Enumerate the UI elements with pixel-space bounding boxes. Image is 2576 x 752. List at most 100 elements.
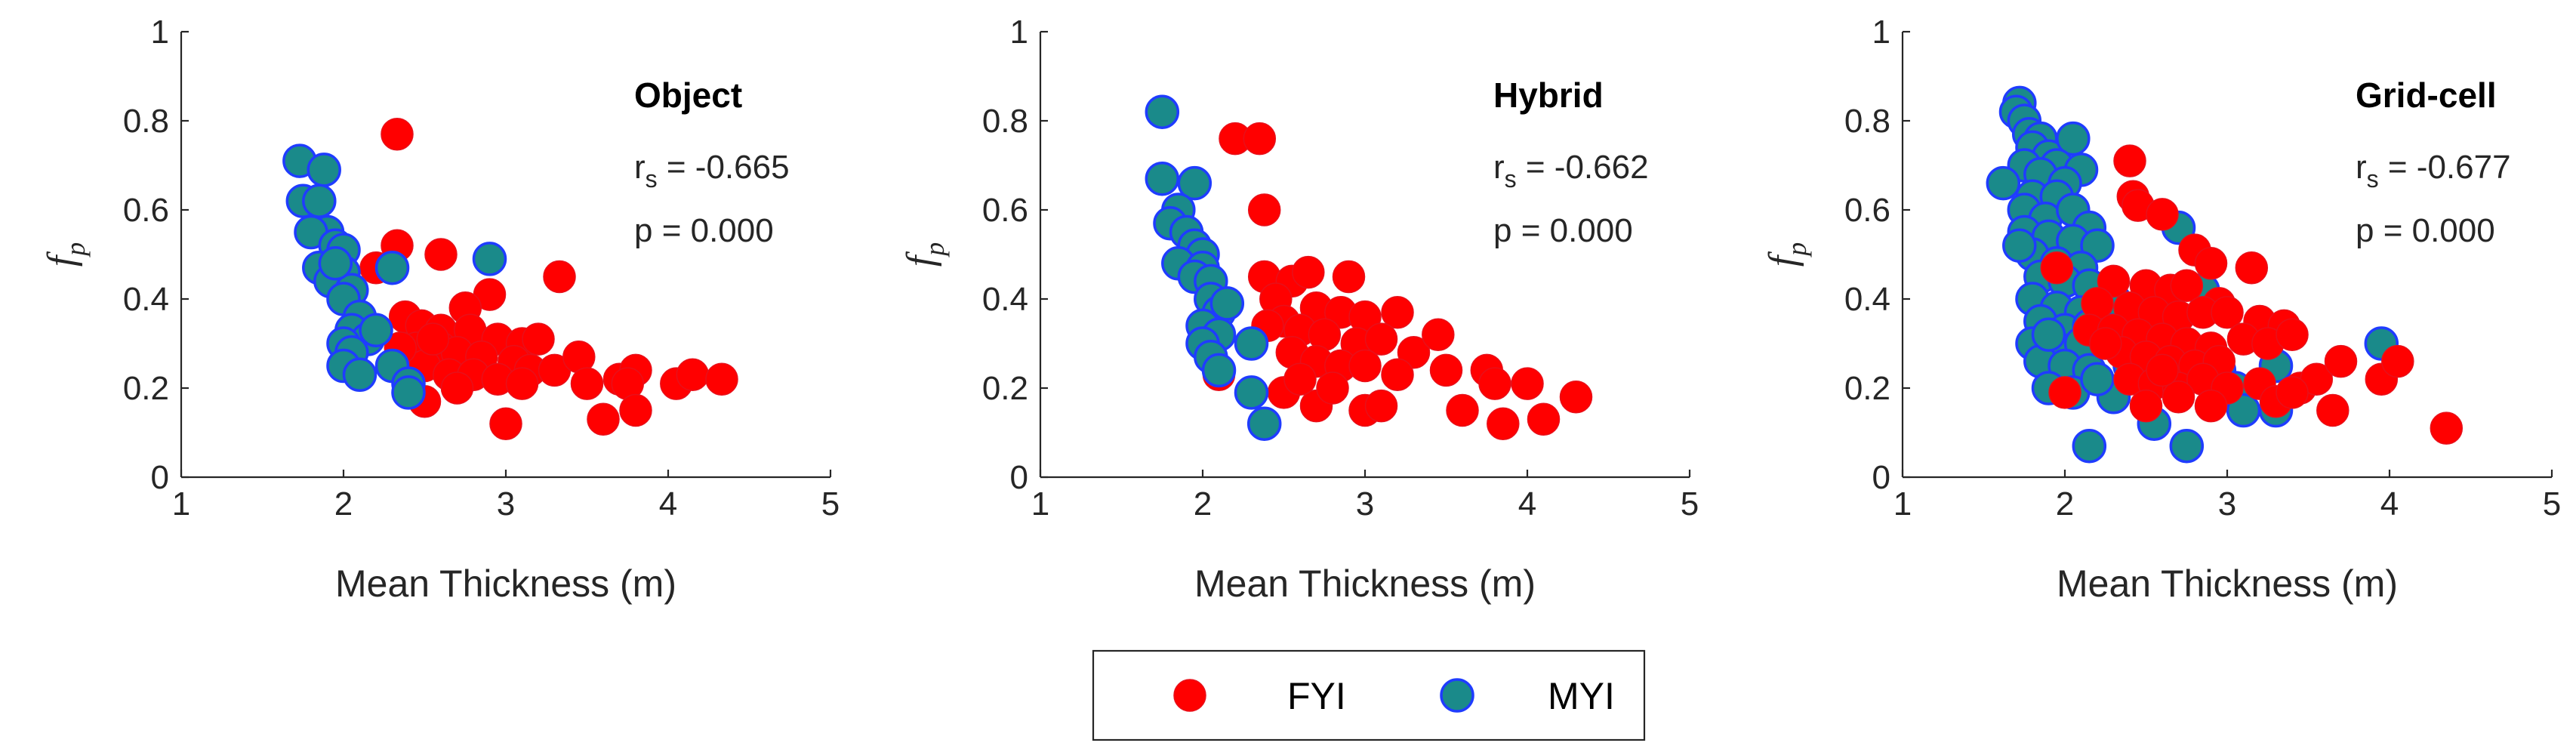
myi-point [1246,406,1282,441]
correlation-subscript: s [1505,165,1517,193]
p-value-label: p = 0.000 [1493,212,1633,249]
x-tick-label: 2 [1194,485,1212,522]
panels: 1 2 3 4 5 0 0.2 0.4 0.6 0.8 1 Mean Thickness (m) fp O… [40,14,2561,605]
myi-point [1145,94,1180,129]
fyi-point [1381,358,1414,392]
panel-object: 1 2 3 4 5 0 0.2 0.4 0.6 0.8 1 Mean Thickness (m) fp O… [40,14,840,605]
panel-grid-cell: 1 2 3 4 5 0 0.2 0.4 0.6 0.8 1 Mean Thickness (m) fp G… [1761,14,2561,605]
correlation-symbol: r [1493,149,1505,186]
fyi-point [2113,144,2146,177]
y-tick-label: 0.8 [982,103,1028,140]
fyi-point [1292,255,1325,289]
series-myi [282,143,507,410]
x-tick-label: 3 [2218,485,2236,522]
correlation-symbol: r [2356,149,2367,186]
fyi-point [2097,264,2131,298]
y-tick-label: 1 [1872,14,1890,51]
series-myi [1145,94,1282,441]
fyi-point [1348,349,1382,383]
correlation-value: = -0.677 [2379,149,2511,186]
fyi-point [2381,344,2414,378]
fyi-point [440,371,474,405]
myi-point [359,313,393,348]
fyi-point [2324,344,2358,378]
legend-label-myi: MYI [1548,675,1615,717]
myi-point [342,357,377,393]
fyi-point [2235,251,2269,285]
y-tick-label: 0.6 [123,192,169,229]
x-tick-label: 5 [1681,485,1699,522]
x-axis-label: Mean Thickness (m) [335,562,676,605]
y-axis-label-subscript: p [920,242,950,258]
fyi-point [2162,381,2195,414]
panel-hybrid: 1 2 3 4 5 0 0.2 0.4 0.6 0.8 1 Mean Thickness (m) fp H… [899,14,1699,605]
myi-point [1177,165,1213,201]
fyi-point [570,367,604,400]
fyi-point [1283,362,1317,396]
fyi-point [587,402,620,436]
y-tick-label: 0.4 [1844,281,1890,318]
fyi-point [1316,371,1349,405]
y-tick-label: 0.4 [982,281,1028,318]
x-tick-label: 3 [1356,485,1374,522]
fyi-point [1332,260,1366,294]
y-tick-label: 0.8 [123,103,169,140]
myi-point [307,153,341,187]
fyi-point [2194,247,2228,280]
y-tick-label: 0 [1872,459,1890,496]
fyi-point [1243,122,1277,156]
myi-point [302,183,337,218]
x-tick-label: 5 [2543,485,2561,522]
myi-point [1986,165,2021,201]
x-tick-label: 1 [1893,485,1912,522]
x-tick-label: 1 [172,485,190,522]
myi-point [1209,286,1245,321]
p-value-label: p = 0.000 [634,212,774,249]
myi-point [2031,317,2066,352]
fyi-point [1527,402,1561,436]
fyi-point [705,362,738,396]
y-tick-label: 0.6 [982,192,1028,229]
y-axis-label: fp [899,242,950,267]
y-tick-label: 0.2 [1844,370,1890,407]
myi-point [1145,161,1180,196]
myi-point [1201,353,1237,388]
y-tick-label: 0.2 [982,370,1028,407]
x-tick-label: 1 [1031,485,1049,522]
fyi-point [2146,198,2179,231]
x-tick-label: 3 [497,485,515,522]
fyi-point [2170,269,2204,303]
fyi-point [1478,367,1511,400]
fyi-point [505,367,539,400]
fyi-point [2194,389,2228,423]
fyi-point [1559,381,1593,414]
myi-point [2002,228,2037,263]
x-tick-label: 5 [821,485,840,522]
correlation-symbol: r [634,149,646,186]
fyi-point [543,260,576,294]
fyi-point [2430,411,2464,445]
p-value-label: p = 0.000 [2356,212,2495,249]
myi-point [2169,428,2205,464]
y-tick-label: 1 [1010,14,1028,51]
y-axis-label-subscript: p [60,242,91,258]
fyi-point [1511,367,1544,400]
correlation-label: rs = -0.665 [634,149,790,193]
fyi-point [2129,389,2163,423]
fyi-point [1422,318,1455,351]
panel-title: Grid-cell [2356,76,2497,115]
y-axis-label-subscript: p [1782,242,1812,258]
myi-point [374,250,410,285]
y-tick-label: 0.2 [123,370,169,407]
fyi-point [424,238,458,271]
fyi-point [416,322,450,356]
fyi-point [2040,251,2074,285]
x-tick-label: 4 [659,485,677,522]
correlation-label: rs = -0.677 [2356,149,2511,193]
legend-label-fyi: FYI [1287,675,1346,717]
myi-point [1234,326,1269,361]
x-tick-label: 4 [2380,485,2399,522]
x-tick-label: 2 [334,485,353,522]
fyi-point [2316,393,2350,427]
fyi-point [2276,376,2309,409]
